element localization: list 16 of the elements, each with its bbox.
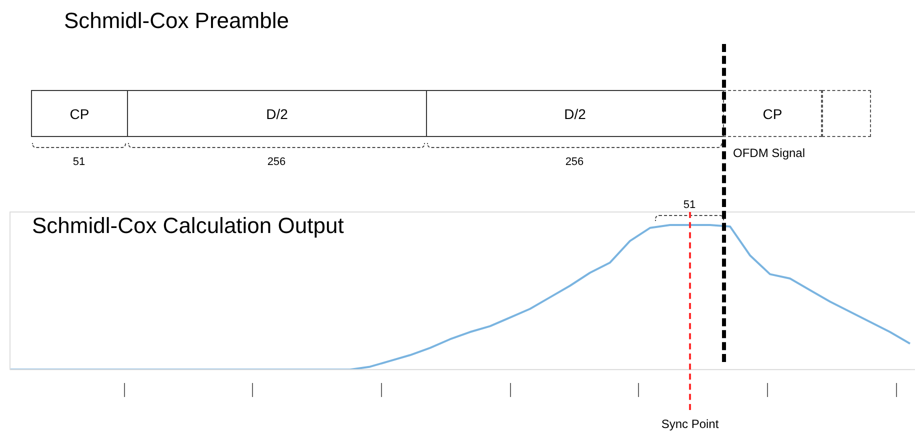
text: OFDM Signal <box>733 146 806 160</box>
frame-segment: D/2 <box>127 90 426 137</box>
frame-segment: CP <box>723 90 822 137</box>
text: 51 <box>682 199 697 211</box>
text: 256 <box>564 156 585 168</box>
text: Schmidl-Cox Preamble <box>64 8 289 34</box>
category-label: CP <box>70 106 90 122</box>
text: 256 <box>266 156 287 168</box>
text: 51 <box>72 156 86 168</box>
frame-segment: D/2 <box>426 90 723 137</box>
frame-segment: CP <box>31 90 127 137</box>
category-label: D/2 <box>266 106 288 122</box>
category-label: D/2 <box>564 106 586 122</box>
text: Sync Point <box>660 417 720 431</box>
category-label: CP <box>762 106 782 122</box>
chart-title: Schmidl-Cox Calculation Output <box>32 213 344 239</box>
